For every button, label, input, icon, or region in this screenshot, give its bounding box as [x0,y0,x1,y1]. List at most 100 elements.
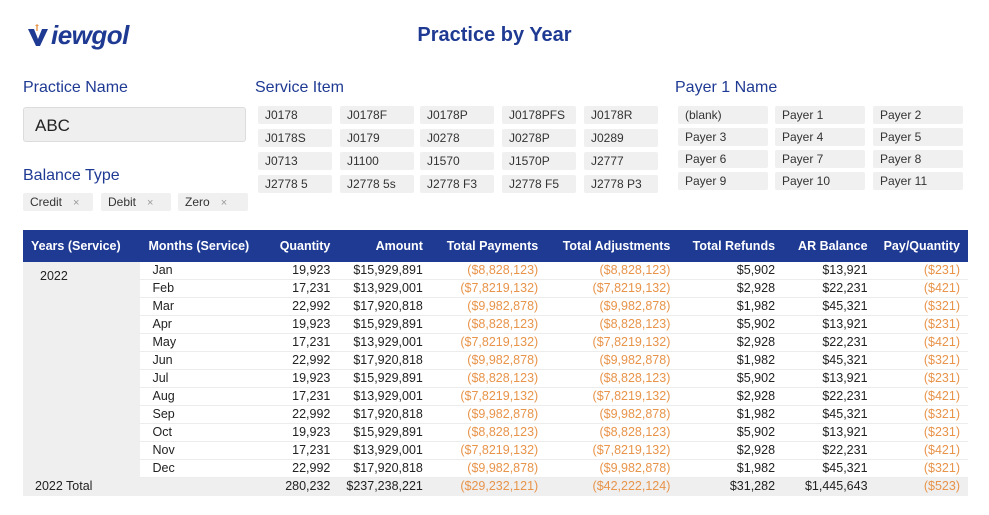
table-row[interactable]: Oct 19,923 $15,929,891 ($8,828,123) ($8,828,… [23,423,968,442]
table-cell: 22,992 [264,351,339,370]
table-cell: 17,231 [264,441,339,460]
table-cell: ($7,8219,132) [546,279,679,298]
table-cell: $13,929,001 [338,387,431,406]
balance-chip-debit[interactable]: Debit × [101,193,171,211]
payer-chip[interactable]: Payer 5 [873,128,963,146]
col-header-ar-balance[interactable]: AR Balance [798,239,868,253]
table-cell: $45,321 [783,459,876,478]
table-row[interactable]: Dec 22,992 $17,920,818 ($9,982,878) ($9,982,… [23,459,968,478]
table-cell: ($421) [875,333,968,352]
service-item-chip[interactable]: J0178PFS [502,106,576,124]
payer-chip[interactable]: Payer 2 [873,106,963,124]
chip-label: Payer 1 [782,108,824,122]
service-item-chip[interactable]: J0179 [340,129,414,147]
service-item-chip[interactable]: J0178R [584,106,658,124]
table-cell: 17,231 [264,333,339,352]
col-header-quantity[interactable]: Quantity [279,239,331,253]
table-cell: $17,920,818 [338,297,431,316]
service-item-chip[interactable]: J0178P [420,106,494,124]
payer-chip[interactable]: Payer 7 [775,150,865,168]
service-item-chip[interactable]: J0289 [584,129,658,147]
practice-name-field[interactable]: ABC [23,107,246,142]
col-header-total-refunds[interactable]: Total Refunds [692,239,776,253]
table-row[interactable]: Jul 19,923 $15,929,891 ($8,828,123) ($8,828,… [23,369,968,388]
service-item-chip[interactable]: J1570 [420,152,494,170]
table-cell: ($7,8219,132) [546,333,679,352]
table-row[interactable]: May 17,231 $13,929,001 ($7,8219,132) ($7,821… [23,333,968,352]
remove-chip-icon[interactable]: × [220,197,228,209]
col-header-months[interactable]: Months (Service) [148,239,250,253]
table-cell: ($421) [875,279,968,298]
col-header-amount[interactable]: Amount [375,239,423,253]
table-row[interactable]: Jun 22,992 $17,920,818 ($9,982,878) ($9,982,… [23,351,968,370]
table-row[interactable]: Apr 19,923 $15,929,891 ($8,828,123) ($8,828,… [23,315,968,334]
payer-chip[interactable]: Payer 11 [873,172,963,190]
col-header-pay-quantity[interactable]: Pay/Quantity [883,239,960,253]
service-item-chip[interactable]: J0713 [258,152,332,170]
table-cell: 22,992 [264,297,339,316]
table-row[interactable]: Feb 17,231 $13,929,001 ($7,8219,132) ($7,821… [23,279,968,298]
total-cell: $31,282 [678,477,784,496]
service-item-chip[interactable]: J2778 5s [340,175,414,193]
table-row[interactable]: Sep 22,992 $17,920,818 ($9,982,878) ($9,982,… [23,405,968,424]
chip-label: Payer 3 [685,130,727,144]
col-header-total-adjustments[interactable]: Total Adjustments [562,239,671,253]
payer-chip[interactable]: (blank) [678,106,768,124]
table-cell: $2,928 [678,333,784,352]
service-item-chip[interactable]: J0178F [340,106,414,124]
service-item-chip[interactable]: J2778 F3 [420,175,494,193]
balance-chip-zero[interactable]: Zero × [178,193,248,211]
table-cell: ($9,982,878) [430,459,547,478]
table-cell: $2,928 [678,441,784,460]
balance-chip-credit[interactable]: Credit × [23,193,93,211]
service-item-chip[interactable]: J1100 [340,152,414,170]
service-item-chip[interactable]: J2778 5 [258,175,332,193]
table-row[interactable]: Mar 22,992 $17,920,818 ($9,982,878) ($9,982,… [23,297,968,316]
chip-label: Credit [30,195,63,209]
table-cell: $5,902 [678,262,784,280]
payer-chip[interactable]: Payer 10 [775,172,865,190]
payer-chip[interactable]: Payer 8 [873,150,963,168]
table-cell: ($8,828,123) [546,369,679,388]
chip-label: Payer 9 [685,174,727,188]
chip-label: J0713 [265,154,298,168]
payer-chip[interactable]: Payer 1 [775,106,865,124]
chip-label: Payer 7 [782,152,824,166]
table-cell: ($7,8219,132) [546,387,679,406]
payer-chip[interactable]: Payer 9 [678,172,768,190]
table-cell: Dec [140,459,265,478]
service-item-chip[interactable]: J2777 [584,152,658,170]
col-header-total-payments[interactable]: Total Payments [446,239,539,253]
payer-chip[interactable]: Payer 3 [678,128,768,146]
table-row[interactable]: Aug 17,231 $13,929,001 ($7,8219,132) ($7,821… [23,387,968,406]
service-item-chip[interactable]: J0278P [502,129,576,147]
table-cell: $15,929,891 [338,315,431,334]
table-cell: $1,982 [678,405,784,424]
table-cell: ($8,828,123) [546,315,679,334]
service-item-chip[interactable]: J2778 F5 [502,175,576,193]
table-row[interactable]: 2022 Jan 19,923 $15,929,891 ($8,828,123) ($8,… [23,262,968,478]
remove-chip-icon[interactable]: × [147,197,154,209]
table-cell: Aug [140,387,265,406]
table-cell: ($9,982,878) [430,351,547,370]
payer-chip[interactable]: Payer 6 [678,150,768,168]
service-item-chip[interactable]: J1570P [502,152,576,170]
service-item-label: Service Item [255,79,344,96]
table-cell: ($421) [875,441,968,460]
table-cell: ($7,8219,132) [430,387,547,406]
remove-chip-icon[interactable]: × [73,197,80,209]
table-cell: Sep [140,405,265,424]
service-item-chip[interactable]: J0178 [258,106,332,124]
table-cell: Nov [140,441,265,460]
service-item-chip[interactable]: J0278 [420,129,494,147]
col-header-years[interactable]: Years (Service) [31,239,121,253]
practice-table: Years (Service) Months (Service) Quantit… [23,230,968,496]
table-cell: $15,929,891 [338,369,431,388]
table-cell: 17,231 [264,387,339,406]
chip-label: J2778 5s [347,177,396,191]
chip-label: J0178S [265,131,306,145]
table-row[interactable]: Nov 17,231 $13,929,001 ($7,8219,132) ($7,821… [23,441,968,460]
service-item-chip[interactable]: J2778 P3 [584,175,658,193]
payer-chip[interactable]: Payer 4 [775,128,865,146]
service-item-chip[interactable]: J0178S [258,129,332,147]
